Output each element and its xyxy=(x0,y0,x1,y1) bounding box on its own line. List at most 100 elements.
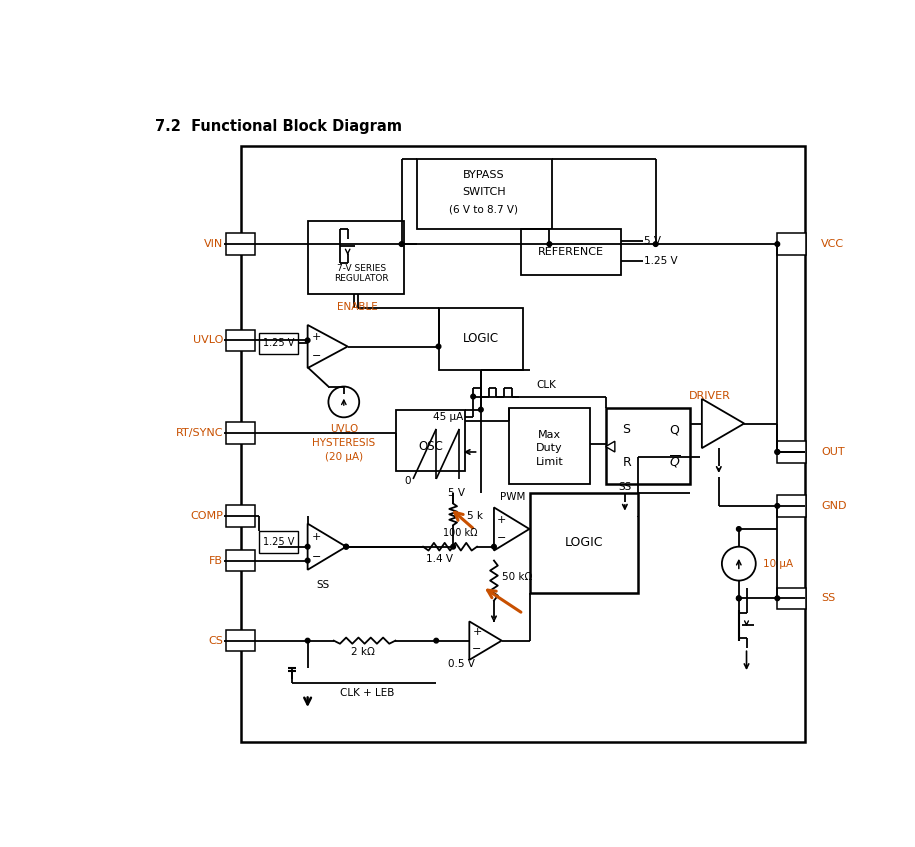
Circle shape xyxy=(451,545,456,549)
Circle shape xyxy=(306,558,310,563)
Circle shape xyxy=(653,241,658,246)
Polygon shape xyxy=(494,507,530,551)
Text: REFERENCE: REFERENCE xyxy=(538,246,604,257)
Polygon shape xyxy=(702,399,744,448)
Bar xyxy=(259,531,297,553)
Circle shape xyxy=(491,545,496,549)
Text: 1.25 V: 1.25 V xyxy=(263,537,294,547)
Circle shape xyxy=(306,545,310,549)
Text: 10 μA: 10 μA xyxy=(763,559,793,568)
Bar xyxy=(521,229,621,275)
Text: 45 μA: 45 μA xyxy=(433,412,463,423)
Text: 100 kΩ: 100 kΩ xyxy=(443,528,478,538)
Text: +: + xyxy=(497,515,506,525)
Text: UVLO: UVLO xyxy=(192,335,223,346)
Text: CLK: CLK xyxy=(536,380,556,390)
Bar xyxy=(226,630,255,651)
Bar xyxy=(226,505,255,527)
Text: LOGIC: LOGIC xyxy=(463,332,499,346)
Circle shape xyxy=(775,504,780,508)
Text: SS: SS xyxy=(822,593,835,603)
Text: OUT: OUT xyxy=(822,447,845,457)
Text: $\overline{Q}$: $\overline{Q}$ xyxy=(669,454,681,470)
Text: CLK + LEB: CLK + LEB xyxy=(339,688,394,698)
Text: 2 kΩ: 2 kΩ xyxy=(351,647,375,657)
Text: S: S xyxy=(622,424,630,436)
Bar xyxy=(438,308,523,369)
Circle shape xyxy=(737,596,741,601)
Text: 5 V: 5 V xyxy=(644,236,662,246)
Bar xyxy=(307,221,404,294)
Bar xyxy=(606,408,690,484)
Text: PWM: PWM xyxy=(501,491,525,501)
Circle shape xyxy=(775,450,780,454)
Circle shape xyxy=(775,241,780,246)
Polygon shape xyxy=(469,622,501,660)
Text: −: − xyxy=(312,351,321,361)
Text: 0.5 V: 0.5 V xyxy=(448,659,475,669)
Text: −: − xyxy=(312,551,321,562)
Text: 5 k: 5 k xyxy=(467,511,483,521)
Text: 7-V SERIES
REGULATOR: 7-V SERIES REGULATOR xyxy=(334,263,389,283)
Text: 1.25 V: 1.25 V xyxy=(644,256,678,266)
Bar xyxy=(226,329,255,352)
Text: FB: FB xyxy=(209,556,223,566)
Bar xyxy=(396,406,508,489)
Text: BYPASS: BYPASS xyxy=(463,169,505,180)
Text: Limit: Limit xyxy=(535,457,564,467)
Bar xyxy=(777,495,806,517)
Circle shape xyxy=(775,450,780,454)
Text: −: − xyxy=(497,534,506,543)
Bar xyxy=(226,233,255,255)
Bar xyxy=(510,408,590,484)
Text: UVLO: UVLO xyxy=(329,424,358,434)
Text: 50 kΩ: 50 kΩ xyxy=(501,573,532,583)
Text: HYSTERESIS: HYSTERESIS xyxy=(312,438,375,448)
Text: VCC: VCC xyxy=(822,239,845,249)
Circle shape xyxy=(775,596,780,601)
Text: CS: CS xyxy=(208,635,223,645)
Circle shape xyxy=(399,241,404,246)
Bar xyxy=(777,441,806,462)
Text: 7.2  Functional Block Diagram: 7.2 Functional Block Diagram xyxy=(156,119,403,134)
Text: RT/SYNC: RT/SYNC xyxy=(176,428,223,438)
Text: (6 V to 8.7 V): (6 V to 8.7 V) xyxy=(449,204,519,214)
Text: COMP: COMP xyxy=(190,511,223,521)
Text: SS: SS xyxy=(317,580,329,590)
Bar xyxy=(417,159,552,229)
Text: +: + xyxy=(312,532,321,542)
Circle shape xyxy=(737,527,741,531)
Text: −: − xyxy=(472,644,481,654)
Bar xyxy=(777,588,806,609)
Polygon shape xyxy=(307,325,348,368)
Circle shape xyxy=(434,639,438,643)
Circle shape xyxy=(306,639,310,643)
Bar xyxy=(259,333,297,354)
Text: 1.4 V: 1.4 V xyxy=(426,554,453,564)
Text: (20 μA): (20 μA) xyxy=(325,451,363,462)
Text: +: + xyxy=(472,627,481,637)
Text: 5 V: 5 V xyxy=(447,488,465,498)
Text: 0: 0 xyxy=(404,476,411,486)
Bar xyxy=(396,410,466,471)
Circle shape xyxy=(306,338,310,343)
Circle shape xyxy=(471,394,476,399)
Bar xyxy=(226,422,255,444)
Text: Duty: Duty xyxy=(536,443,563,453)
Text: GND: GND xyxy=(822,501,846,511)
Circle shape xyxy=(479,407,483,412)
Bar xyxy=(530,493,638,593)
Text: VIN: VIN xyxy=(204,239,223,249)
Bar xyxy=(226,550,255,572)
Circle shape xyxy=(737,596,741,601)
Text: 1.25 V: 1.25 V xyxy=(263,339,294,348)
Circle shape xyxy=(344,545,349,549)
Polygon shape xyxy=(606,441,615,452)
Text: +: + xyxy=(312,332,321,342)
Text: Q: Q xyxy=(669,424,679,436)
Text: SWITCH: SWITCH xyxy=(462,186,506,197)
Circle shape xyxy=(436,344,441,349)
Circle shape xyxy=(344,545,349,549)
Text: R: R xyxy=(622,456,631,468)
Text: OSC: OSC xyxy=(418,440,443,453)
